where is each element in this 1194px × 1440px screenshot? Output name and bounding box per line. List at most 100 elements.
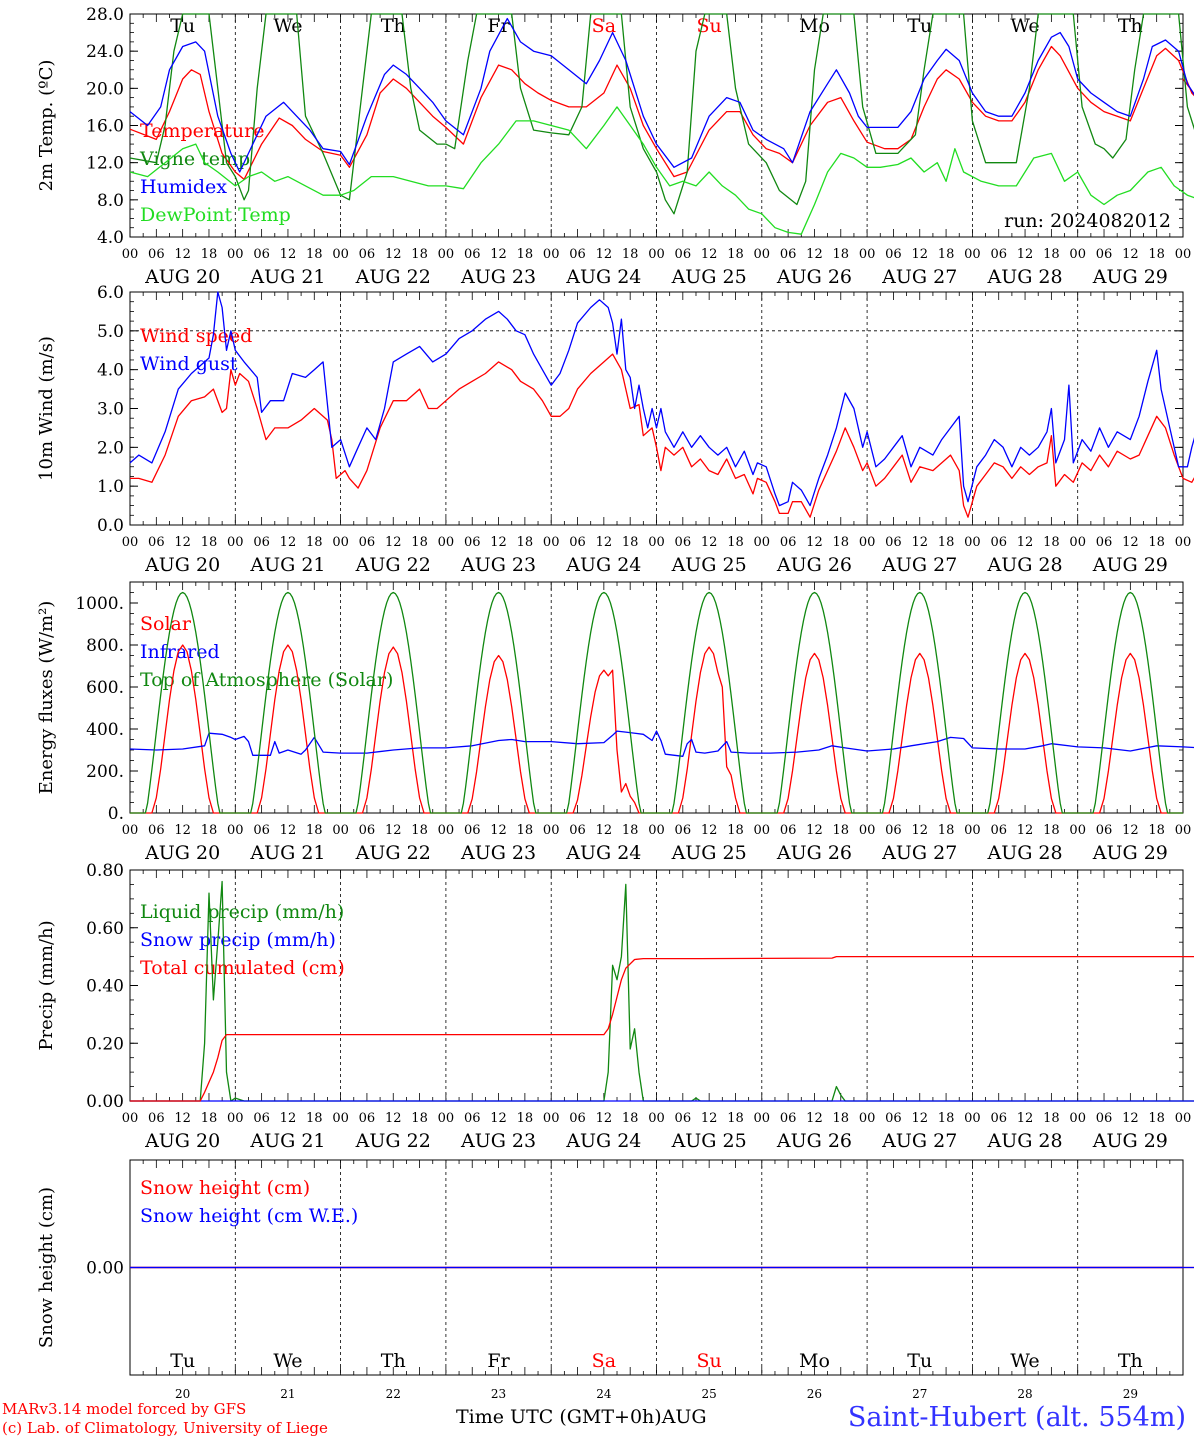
legend-entry: Wind gust [140, 353, 238, 375]
x-hour-label: 06 [885, 535, 902, 550]
x-hour-label: 18 [201, 535, 218, 550]
x-date-label: AUG 25 [671, 1130, 747, 1152]
weekday-label: We [1010, 15, 1039, 37]
x-date-label: AUG 24 [565, 1130, 641, 1152]
x-hour-label: 18 [622, 247, 639, 262]
x-hour-label: 00 [1069, 535, 1086, 550]
x-hour-label: 12 [701, 823, 718, 838]
weekday-label: Th [381, 15, 406, 37]
x-hour-label: 00 [438, 247, 455, 262]
weekday-label: We [273, 1350, 302, 1372]
x-hour-label: 06 [675, 535, 692, 550]
x-hour-label: 06 [990, 823, 1007, 838]
x-hour-label: 00 [122, 1111, 139, 1126]
x-hour-label: 18 [833, 1111, 850, 1126]
y-tick-label: 0.00 [86, 1259, 124, 1279]
x-hour-label: 12 [911, 535, 928, 550]
x-date-label: AUG 20 [144, 1130, 220, 1152]
x-hour-label: 06 [675, 247, 692, 262]
x-hour-label: 06 [253, 823, 270, 838]
legend-entry: Snow height (cm) [140, 1177, 310, 1199]
x-date-label: AUG 28 [986, 266, 1062, 288]
x-hour-label: 18 [1043, 535, 1060, 550]
x-hour-label: 00 [1175, 1111, 1192, 1126]
x-hour-label: 00 [1175, 823, 1192, 838]
day-number-label: 27 [912, 1387, 927, 1401]
x-date-label: AUG 26 [776, 554, 852, 576]
run-annotation: run: 2024082012 [1004, 210, 1171, 232]
x-hour-label: 18 [306, 247, 323, 262]
x-hour-label: 12 [806, 823, 823, 838]
y-tick-label: 0. [108, 804, 124, 824]
x-hour-label: 18 [517, 535, 534, 550]
weekday-label: Mo [799, 1350, 830, 1372]
x-hour-label: 06 [885, 823, 902, 838]
x-hour-label: 12 [1122, 823, 1139, 838]
x-hour-label: 06 [780, 1111, 797, 1126]
x-hour-label: 06 [780, 823, 797, 838]
credit-lab: (c) Lab. of Climatology, University of L… [2, 1419, 328, 1437]
weekday-label: Sa [592, 15, 616, 37]
legend-entry: Wind speed [140, 325, 252, 347]
x-hour-label: 18 [517, 247, 534, 262]
x-hour-label: 00 [648, 1111, 665, 1126]
x-date-label: AUG 21 [249, 554, 325, 576]
credit-model: MARv3.14 model forced by GFS [2, 1400, 247, 1418]
y-axis-label: 2m Temp. (ºC) [36, 60, 57, 192]
x-date-label: AUG 25 [671, 266, 747, 288]
x-hour-label: 12 [490, 1111, 507, 1126]
x-hour-label: 18 [938, 823, 955, 838]
y-axis-label: Snow height (cm) [36, 1187, 57, 1348]
weekday-label: Tu [907, 15, 932, 37]
weekday-label: Su [697, 1350, 722, 1372]
x-hour-label: 18 [306, 1111, 323, 1126]
x-date-label: AUG 29 [1092, 1130, 1168, 1152]
y-tick-label: 1.0 [97, 477, 124, 497]
x-hour-label: 00 [859, 823, 876, 838]
x-date-label: AUG 27 [881, 266, 957, 288]
x-hour-label: 06 [780, 535, 797, 550]
legend-entry: Temperature [140, 120, 264, 142]
x-date-label: AUG 26 [776, 266, 852, 288]
x-hour-label: 06 [990, 1111, 1007, 1126]
x-hour-label: 06 [148, 823, 165, 838]
x-date-label: AUG 25 [671, 842, 747, 864]
day-number-label: 20 [175, 1387, 190, 1401]
x-hour-label: 00 [543, 823, 560, 838]
x-hour-label: 06 [885, 247, 902, 262]
x-date-label: AUG 21 [249, 842, 325, 864]
x-date-label: AUG 29 [1092, 266, 1168, 288]
x-date-label: AUG 29 [1092, 554, 1168, 576]
x-hour-label: 12 [174, 535, 191, 550]
x-hour-label: 18 [938, 1111, 955, 1126]
x-hour-label: 12 [596, 823, 613, 838]
x-hour-label: 00 [438, 1111, 455, 1126]
weekday-label: Th [1118, 1350, 1143, 1372]
x-hour-label: 00 [122, 823, 139, 838]
x-hour-label: 12 [174, 247, 191, 262]
x-hour-label: 00 [438, 535, 455, 550]
x-hour-label: 00 [648, 535, 665, 550]
y-axis-label: 10m Wind (m/s) [36, 336, 57, 481]
x-hour-label: 06 [359, 535, 376, 550]
x-hour-label: 18 [727, 823, 744, 838]
y-tick-label: 28.0 [86, 5, 124, 25]
x-date-label: AUG 23 [460, 554, 536, 576]
x-hour-label: 00 [332, 247, 349, 262]
weekday-label: Th [381, 1350, 406, 1372]
x-hour-label: 00 [122, 247, 139, 262]
series-line-precip-2 [130, 955, 1194, 1102]
x-date-label: AUG 22 [355, 842, 431, 864]
x-hour-label: 00 [754, 535, 771, 550]
x-date-label: AUG 24 [565, 842, 641, 864]
panel-snow: 0.00 Snow height (cm) Tu 20 We 21 Th 22 Fr 23 Sa 24… [36, 1159, 1184, 1401]
x-date-label: AUG 22 [355, 554, 431, 576]
x-date-label: AUG 25 [671, 554, 747, 576]
x-date-label: AUG 23 [460, 1130, 536, 1152]
x-hour-label: 00 [1069, 247, 1086, 262]
x-hour-label: 18 [938, 535, 955, 550]
x-hour-label: 12 [1017, 247, 1034, 262]
y-tick-label: 400. [86, 720, 124, 740]
series-line-temperature-3 [129, 106, 1194, 235]
y-tick-label: 5.0 [97, 322, 124, 342]
